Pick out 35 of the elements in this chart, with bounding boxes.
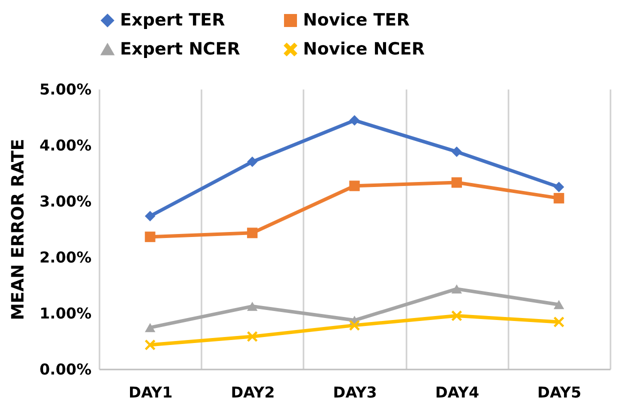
point [451,284,462,294]
point [349,115,360,126]
point [554,182,564,192]
point [247,228,258,238]
point [144,232,156,242]
legend-label: Expert NCER [120,40,240,60]
point [554,316,564,328]
point [144,340,156,350]
point [144,210,156,222]
y-tick-label: 0.00% [39,360,92,378]
x-tick-label: DAY1 [128,384,173,402]
y-axis-title: MEAN ERROR RATE [8,138,28,320]
y-tick-label: 2.00% [39,248,92,266]
legend-label: Expert TER [120,10,226,31]
point [554,300,564,310]
x-tick-label: DAY4 [435,384,480,402]
point [247,331,258,342]
x-tick-label: DAY3 [333,384,377,402]
point [144,323,156,332]
y-tick-label: 5.00% [39,80,92,98]
point [451,146,462,157]
legend-label: Novice NCER [303,40,425,60]
point [554,192,564,204]
x-tick-label: DAY2 [230,384,275,402]
point [451,310,462,322]
y-tick-label: 1.00% [39,304,92,322]
point [451,177,462,188]
y-tick-label: 3.00% [39,192,92,210]
point [349,320,360,331]
legend-label: Novice TER [303,10,410,31]
point [247,302,258,311]
point [247,156,258,168]
x-tick-label: DAY5 [537,384,582,402]
y-tick-label: 4.00% [39,136,92,154]
point [349,180,360,192]
